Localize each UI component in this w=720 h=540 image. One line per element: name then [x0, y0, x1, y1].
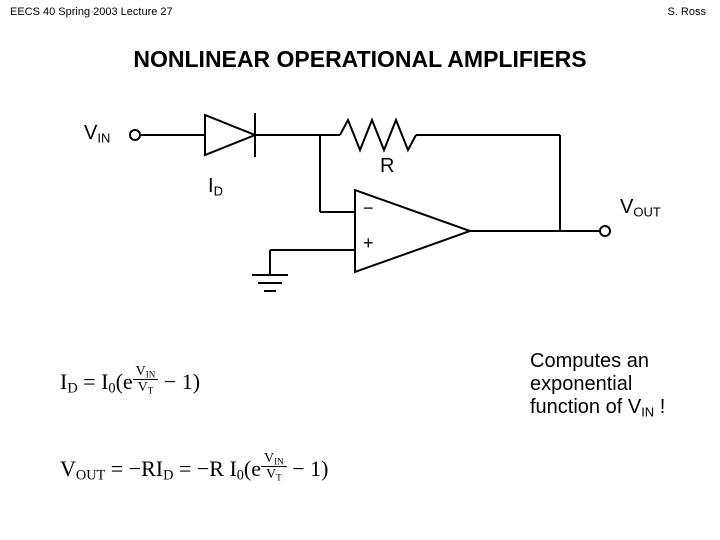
id-label: ID [208, 175, 223, 198]
formula-vout: VOUT = −RID = −R I0(eVINVT − 1) [60, 455, 328, 487]
opamp-plus-label: + [363, 233, 374, 254]
opamp-minus-label: − [363, 198, 374, 219]
vin-label: VIN [84, 122, 110, 145]
formula-id: ID = I0(eVINVT − 1) [60, 368, 200, 400]
vout-terminal [600, 226, 610, 236]
resistor-icon [340, 120, 416, 150]
note-text: Computes an exponential function of VIN … [530, 350, 700, 419]
vout-label: VOUT [620, 196, 661, 219]
r-label: R [380, 155, 394, 178]
diode-triangle-icon [205, 115, 255, 155]
vin-terminal [130, 130, 140, 140]
